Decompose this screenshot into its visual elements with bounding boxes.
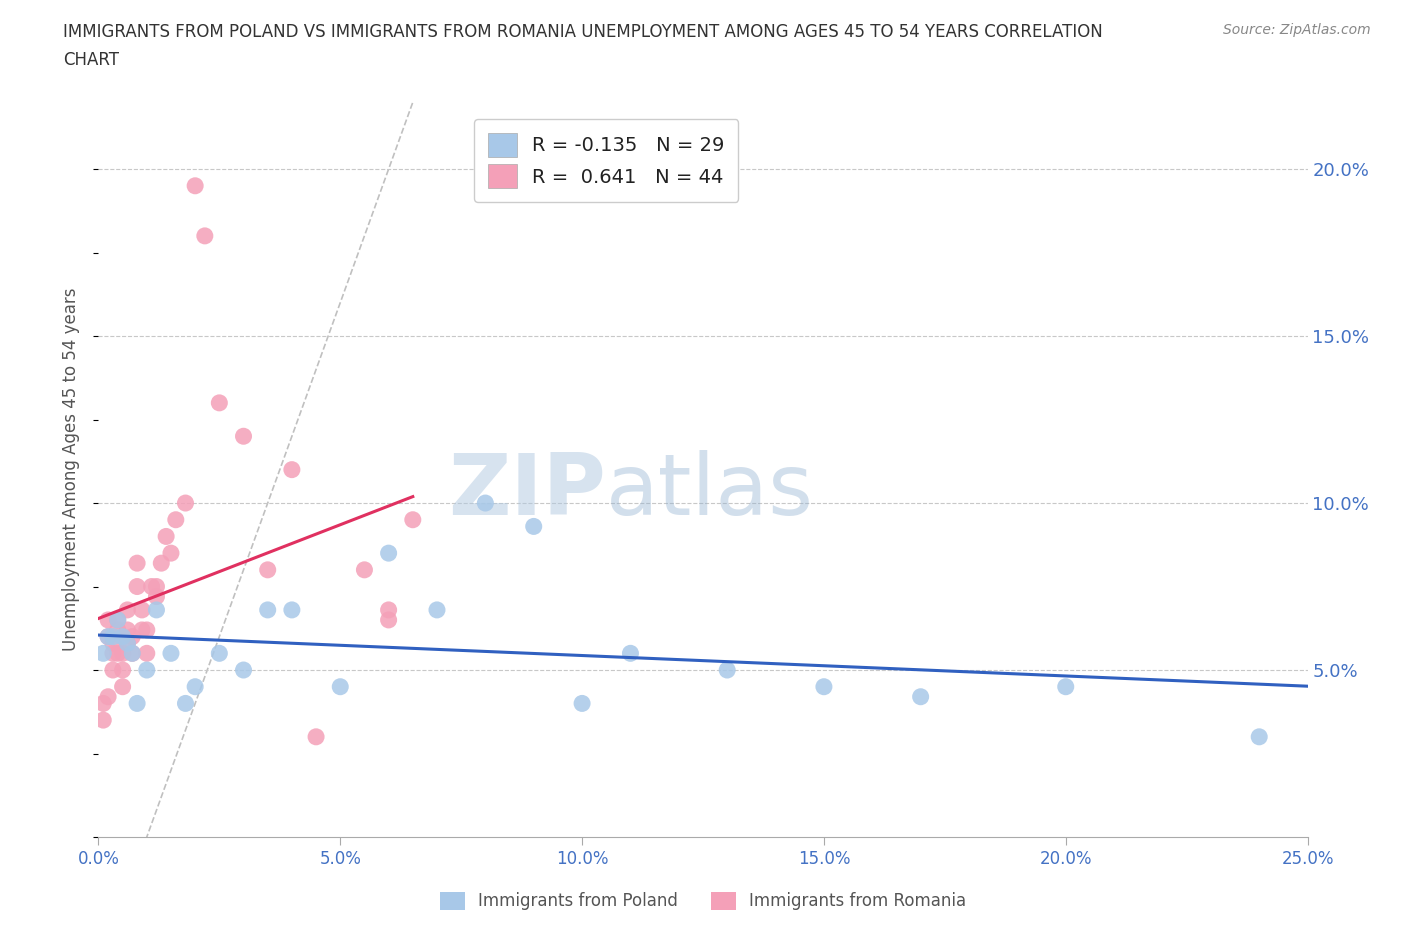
Point [305,729,328,744]
Point [523,519,546,534]
Point [91,646,114,661]
Point [619,646,641,661]
Point [281,603,304,618]
Point [377,546,399,561]
Point [97,689,120,704]
Point [101,630,124,644]
Point [111,662,134,677]
Point [377,613,399,628]
Point [145,589,167,604]
Point [131,603,153,618]
Point [402,512,425,527]
Point [1054,679,1077,694]
Point [101,662,124,677]
Legend: Immigrants from Poland, Immigrants from Romania: Immigrants from Poland, Immigrants from … [433,885,973,917]
Point [474,496,496,511]
Point [97,630,120,644]
Text: ZIP: ZIP [449,450,606,533]
Point [117,636,139,651]
Point [91,696,114,711]
Point [1249,729,1271,744]
Point [155,529,177,544]
Point [121,630,143,644]
Point [127,579,149,594]
Point [101,636,124,651]
Point [232,662,254,677]
Point [117,622,139,637]
Point [111,679,134,694]
Point [97,613,120,628]
Text: CHART: CHART [63,51,120,69]
Point [91,712,114,727]
Point [121,646,143,661]
Point [232,429,254,444]
Point [813,679,835,694]
Point [107,622,129,637]
Point [135,646,157,661]
Point [571,696,593,711]
Point [165,512,187,527]
Point [117,636,139,651]
Point [160,646,183,661]
Point [111,630,134,644]
Point [174,496,197,511]
Point [107,646,129,661]
Point [145,603,167,618]
Point [329,679,352,694]
Y-axis label: Unemployment Among Ages 45 to 54 years: Unemployment Among Ages 45 to 54 years [62,288,80,651]
Point [716,662,738,677]
Text: atlas: atlas [606,450,814,533]
Point [135,622,157,637]
Point [174,696,197,711]
Point [101,646,124,661]
Point [135,662,157,677]
Text: Source: ZipAtlas.com: Source: ZipAtlas.com [1223,23,1371,37]
Point [208,395,231,410]
Point [160,546,183,561]
Point [97,630,120,644]
Legend: R = -0.135   N = 29, R =  0.641   N = 44: R = -0.135 N = 29, R = 0.641 N = 44 [474,119,738,202]
Point [117,603,139,618]
Point [145,579,167,594]
Point [141,579,163,594]
Point [127,696,149,711]
Point [127,556,149,571]
Point [194,229,217,244]
Point [150,556,173,571]
Point [256,563,278,578]
Point [107,613,129,628]
Point [208,646,231,661]
Point [377,603,399,618]
Point [184,179,207,193]
Point [131,622,153,637]
Point [426,603,449,618]
Text: IMMIGRANTS FROM POLAND VS IMMIGRANTS FROM ROMANIA UNEMPLOYMENT AMONG AGES 45 TO : IMMIGRANTS FROM POLAND VS IMMIGRANTS FRO… [63,23,1104,41]
Point [121,646,143,661]
Point [107,613,129,628]
Point [281,462,304,477]
Point [256,603,278,618]
Point [184,679,207,694]
Point [910,689,932,704]
Point [111,646,134,661]
Point [353,563,375,578]
